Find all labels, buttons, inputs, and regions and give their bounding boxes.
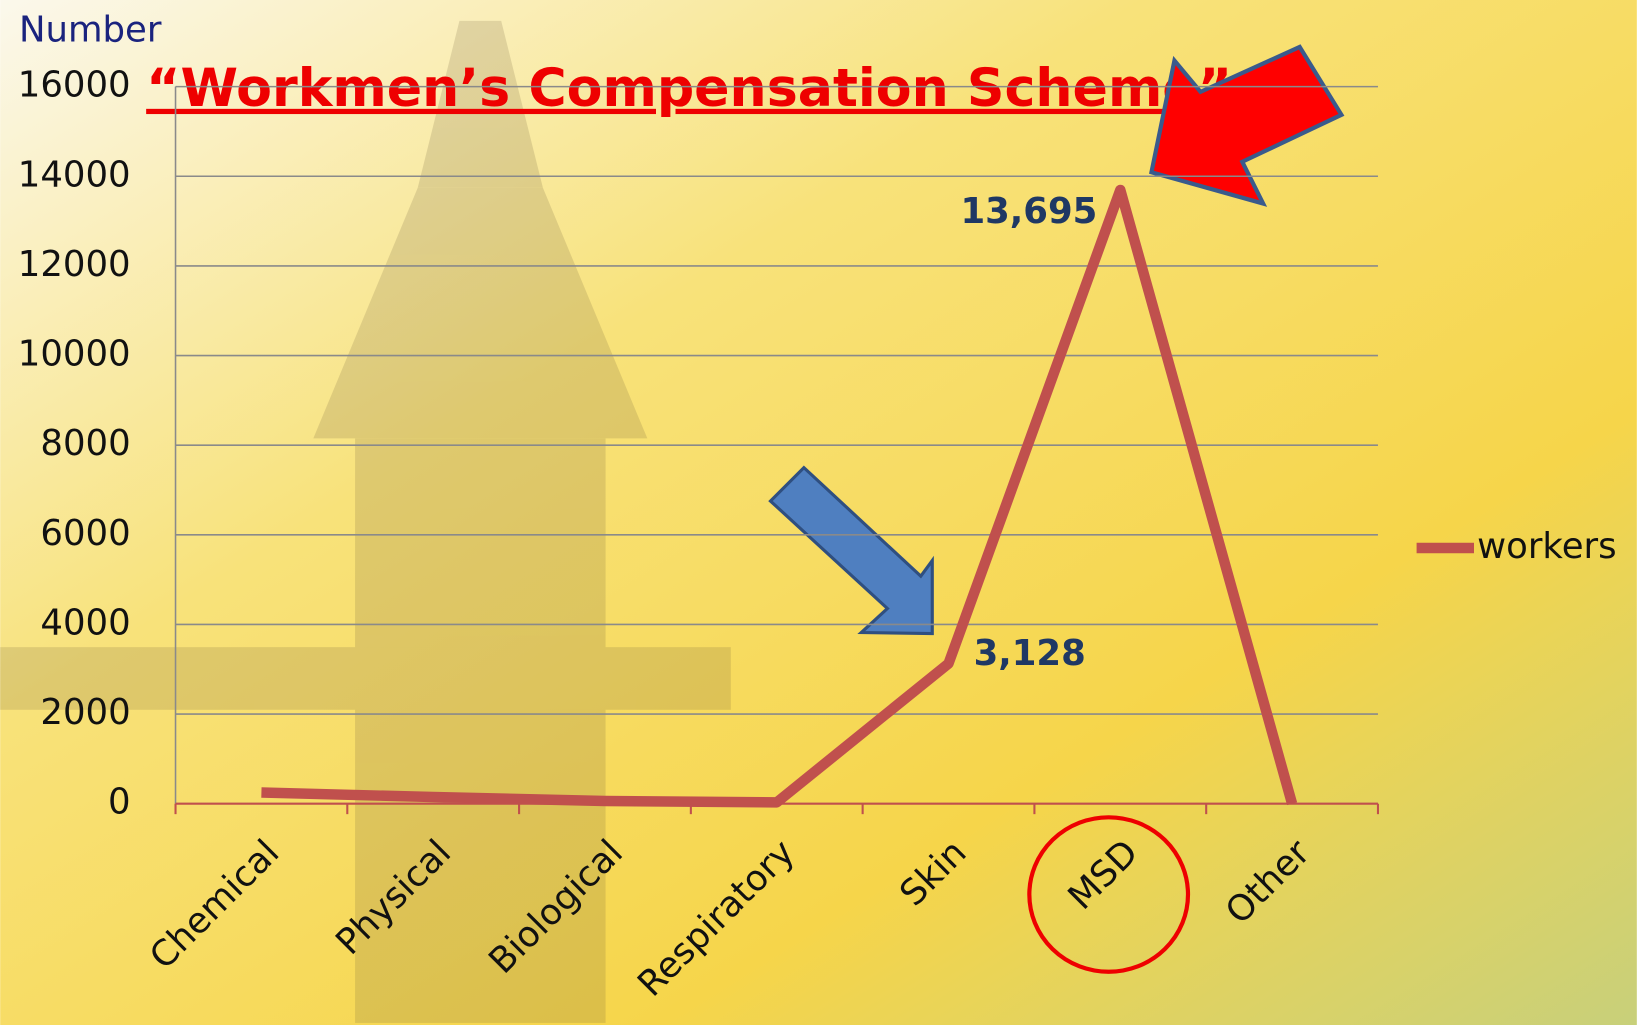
y-tick-label: 12000 [18,244,131,285]
line-series [261,184,1298,808]
y-axis-label: Number [19,9,162,50]
chart-title: “Workmen’s Compensation Scheme” [146,59,1232,119]
highlight-circle [1027,815,1191,974]
y-tick-label: 6000 [40,513,130,554]
y-tick-label: 0 [108,782,131,823]
y-tick-label: 10000 [18,334,131,375]
blue-arrow [768,465,934,636]
y-tick-label: 4000 [40,602,130,643]
legend-label: workers [1477,526,1616,567]
y-tick-label: 14000 [18,154,131,195]
y-tick-label: 8000 [40,423,130,464]
data-label: 13,695 [960,191,1097,232]
y-tick-label: 2000 [40,692,130,733]
data-label: 3,128 [974,633,1086,674]
background-tower [0,20,731,1023]
y-tick-label: 16000 [18,65,131,106]
